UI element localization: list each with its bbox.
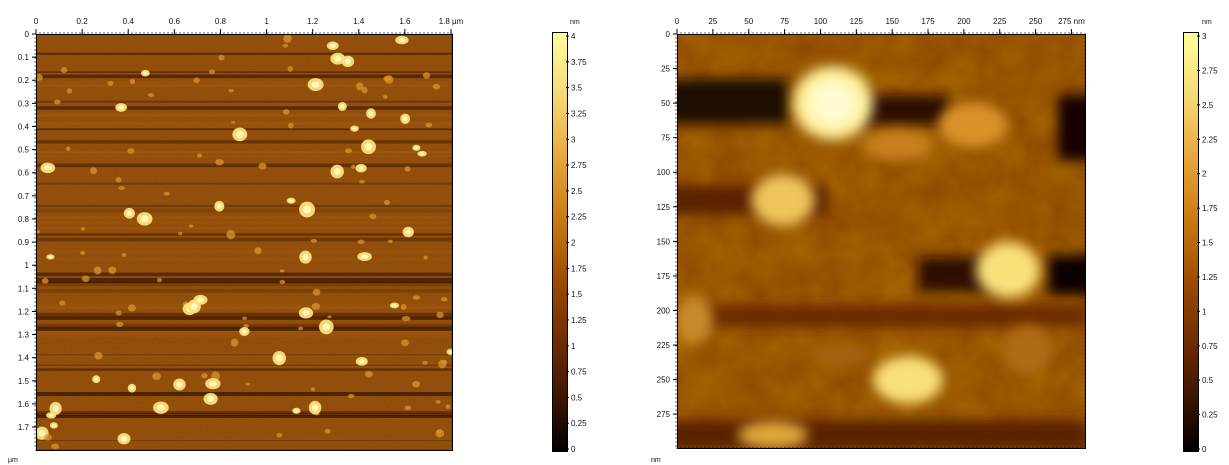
left-x-tick-label: 1.4 — [353, 17, 365, 26]
left-y-tick-label: 0.4 — [18, 122, 30, 131]
left-colorbar-tick-label: 0.5 — [571, 393, 583, 402]
left-colorbar-tick-label: 2.25 — [571, 213, 587, 222]
right-colorbar-tick-label: 0.25 — [1202, 411, 1218, 420]
left-y-tick-label: 0 — [25, 30, 30, 39]
right-y-tick-label: 50 — [661, 99, 670, 108]
left-x-tick-label: 1.8 µm — [439, 17, 464, 26]
right-afm-surface — [678, 35, 1085, 448]
right-y-tick-label: 150 — [657, 237, 671, 246]
left-y-tick-label: 1.3 — [18, 331, 30, 340]
right-colorbar-tick-label: 3 — [1202, 32, 1207, 41]
left-y-tick-label: 0.2 — [18, 76, 30, 85]
right-y-tick-label: 100 — [657, 168, 671, 177]
right-colorbar-tick-label: 1.25 — [1202, 273, 1218, 282]
right-colorbar-tick-label: 1 — [1202, 307, 1207, 316]
left-y-tick-label: 0.5 — [18, 146, 30, 155]
left-colorbar-tick-label: 3 — [571, 135, 576, 144]
left-colorbar-unit: nm — [570, 19, 580, 26]
left-x-tick-label: 0.2 — [77, 17, 89, 26]
left-x-tick-label: 1 — [264, 17, 269, 26]
left-colorbar-tick-label: 3.25 — [571, 109, 587, 118]
particles — [37, 35, 452, 450]
left-axes: 0 0.2 0.4 0.6 0.8 1 1.2 1.4 1.6 1.8 µm 0 0.1 0.2 0.3 0… — [18, 17, 464, 451]
left-y-tick-label: 1.5 — [18, 377, 30, 386]
left-colorbar-tick-label: 1.75 — [571, 264, 587, 273]
right-x-tick-label: 150 — [885, 17, 899, 26]
right-x-tick-label: 175 — [921, 17, 935, 26]
right-colorbar-unit: nm — [1202, 19, 1212, 26]
left-colorbar-tick-label: 0.25 — [571, 419, 587, 428]
left-y-unit: µm — [8, 457, 18, 464]
left-y-tick-label: 1.6 — [18, 400, 30, 409]
left-afm-panel: 0 0.2 0.4 0.6 0.8 1 1.2 1.4 1.6 1.8 µm 0 0.1 0.2 0.3 0… — [0, 0, 587, 465]
right-y-tick-label: 250 — [657, 376, 671, 385]
right-colorbar-tick-label: 2.75 — [1202, 66, 1218, 75]
right-colorbar-tick-label: 0 — [1202, 445, 1207, 454]
right-y-tick-label: 200 — [657, 306, 671, 315]
left-colorbar-tick-label: 2.75 — [571, 161, 587, 170]
left-x-tick-label: 0.8 — [215, 17, 227, 26]
right-y-tick-label: 75 — [661, 134, 670, 143]
left-colorbar-tick-label: 0 — [571, 445, 576, 454]
left-colorbar-axis: 4 3.75 3.5 3.25 3 2.75 2.5 2.25 2 1.75 1.5 1.25 1 0.7… — [566, 32, 587, 454]
left-x-tick-label: 1.2 — [307, 17, 319, 26]
right-x-tick-label: 125 — [850, 17, 864, 26]
left-y-tick-label: 1.4 — [18, 354, 30, 363]
right-colorbar-tick-label: 1.5 — [1202, 239, 1214, 248]
right-y-unit: nm — [651, 457, 661, 464]
right-y-tick-label: 225 — [657, 341, 671, 350]
right-colorbar-tick-label: 0.5 — [1202, 376, 1214, 385]
right-y-tick-label: 125 — [657, 203, 671, 212]
right-y-tick-label: 175 — [657, 272, 671, 281]
left-y-tick-label: 0.3 — [18, 99, 30, 108]
right-x-tick-label: 75 — [780, 17, 789, 26]
right-colorbar-axis: 3 2.75 2.5 2.25 2 1.75 1.5 1.25 1 0.75 0.5 0.25 0 — [1197, 32, 1218, 454]
left-colorbar-tick-label: 1 — [571, 342, 576, 351]
right-x-tick-label: 250 — [1029, 17, 1043, 26]
left-y-tick-label: 1.1 — [18, 284, 30, 293]
left-y-tick-label: 1 — [25, 261, 30, 270]
left-x-tick-label: 0.4 — [123, 17, 135, 26]
right-y-tick-label: 275 — [657, 410, 671, 419]
left-y-tick-label: 1.2 — [18, 307, 30, 316]
left-y-tick-label: 1.7 — [18, 423, 30, 432]
right-colorbar-tick-label: 2.25 — [1202, 135, 1218, 144]
left-colorbar-tick-label: 0.75 — [571, 368, 587, 377]
right-colorbar-tick-label: 2.5 — [1202, 101, 1214, 110]
left-y-tick-label: 0.6 — [18, 169, 30, 178]
left-colorbar-tick-label: 1.5 — [571, 290, 583, 299]
left-colorbar-tick-label: 3.75 — [571, 58, 587, 67]
right-colorbar-tick-label: 1.75 — [1202, 204, 1218, 213]
right-x-tick-label: 100 — [814, 17, 828, 26]
right-x-tick-label: 225 — [993, 17, 1007, 26]
left-x-tick-label: 0 — [34, 17, 39, 26]
right-afm-image — [677, 34, 1086, 449]
right-afm-panel: 0 25 50 75 100 125 150 175 200 225 250 275 nm 0 25 50 7… — [640, 0, 1229, 465]
left-afm-image — [36, 34, 453, 451]
right-axes: 0 25 50 75 100 125 150 175 200 225 250 275 nm 0 25 50 7… — [657, 17, 1086, 449]
left-x-tick-label: 1.6 — [399, 17, 411, 26]
right-x-tick-label: 0 — [675, 17, 680, 26]
left-x-tick-label: 0.6 — [169, 17, 181, 26]
right-x-tick-label: 50 — [744, 17, 753, 26]
right-colorbar-tick-label: 0.75 — [1202, 342, 1218, 351]
left-colorbar-tick-label: 2 — [571, 239, 576, 248]
right-x-tick-label: 200 — [957, 17, 971, 26]
left-colorbar-tick-label: 2.5 — [571, 187, 583, 196]
left-y-tick-label: 0.8 — [18, 215, 30, 224]
right-y-tick-label: 0 — [666, 30, 671, 39]
left-colorbar-tick-label: 1.25 — [571, 316, 587, 325]
right-y-tick-label: 25 — [661, 65, 670, 74]
right-colorbar-tick-label: 2 — [1202, 170, 1207, 179]
left-colorbar-tick-label: 3.5 — [571, 84, 583, 93]
left-afm-surface — [37, 35, 452, 450]
left-y-tick-label: 0.7 — [18, 192, 30, 201]
left-y-tick-label: 0.1 — [18, 53, 30, 62]
left-y-tick-label: 0.9 — [18, 238, 30, 247]
right-x-tick-label: 25 — [708, 17, 717, 26]
left-colorbar-tick-label: 4 — [571, 32, 576, 41]
right-x-tick-label: 275 nm — [1058, 17, 1085, 26]
